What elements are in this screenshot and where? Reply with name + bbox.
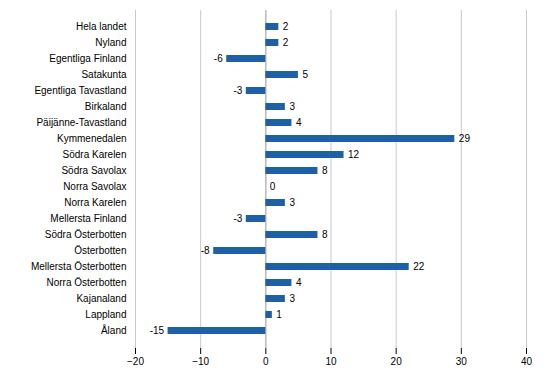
svg-text:30: 30 — [456, 356, 468, 367]
svg-text:-3: -3 — [233, 213, 242, 224]
svg-text:4: 4 — [296, 277, 302, 288]
svg-text:-3: -3 — [233, 85, 242, 96]
svg-text:4: 4 — [296, 117, 302, 128]
svg-text:Egentliga Finland: Egentliga Finland — [49, 53, 126, 64]
svg-text:0: 0 — [263, 356, 269, 367]
svg-text:40: 40 — [521, 356, 533, 367]
svg-text:Södra Savolax: Södra Savolax — [61, 165, 126, 176]
svg-text:2: 2 — [283, 37, 289, 48]
svg-text:12: 12 — [348, 149, 360, 160]
svg-text:Hela landet: Hela landet — [76, 21, 127, 32]
svg-text:Mellersta Finland: Mellersta Finland — [50, 213, 126, 224]
svg-text:Kymmenedalen: Kymmenedalen — [57, 133, 126, 144]
svg-text:10: 10 — [325, 356, 337, 367]
svg-text:0: 0 — [270, 181, 276, 192]
svg-text:Birkaland: Birkaland — [85, 101, 127, 112]
svg-text:22: 22 — [413, 261, 425, 272]
svg-text:1: 1 — [276, 309, 282, 320]
svg-text:Nyland: Nyland — [95, 37, 126, 48]
svg-text:Österbotten: Österbotten — [74, 245, 126, 256]
svg-text:Päijänne-Tavastland: Päijänne-Tavastland — [36, 117, 126, 128]
svg-text:-8: -8 — [201, 245, 210, 256]
svg-text:3: 3 — [289, 101, 295, 112]
svg-text:Norra Karelen: Norra Karelen — [64, 197, 126, 208]
svg-text:Kajanaland: Kajanaland — [76, 293, 126, 304]
svg-text:29: 29 — [459, 133, 471, 144]
svg-text:3: 3 — [289, 293, 295, 304]
svg-text:Åland: Åland — [101, 324, 127, 336]
svg-text:-15: -15 — [150, 325, 165, 336]
svg-text:20: 20 — [391, 356, 403, 367]
svg-text:Södra Karelen: Södra Karelen — [63, 149, 127, 160]
svg-text:−10: −10 — [192, 356, 209, 367]
svg-text:Norra Savolax: Norra Savolax — [63, 181, 126, 192]
svg-text:8: 8 — [322, 229, 328, 240]
svg-text:Södra Österbotten: Södra Österbotten — [45, 229, 127, 240]
svg-text:Egentliga Tavastland: Egentliga Tavastland — [34, 85, 126, 96]
svg-text:Norra Österbotten: Norra Österbotten — [46, 277, 126, 288]
svg-text:2: 2 — [283, 21, 289, 32]
svg-text:−20: −20 — [127, 356, 144, 367]
svg-text:5: 5 — [302, 69, 308, 80]
svg-text:3: 3 — [289, 197, 295, 208]
svg-text:8: 8 — [322, 165, 328, 176]
svg-text:Lappland: Lappland — [85, 309, 126, 320]
svg-text:-6: -6 — [214, 53, 223, 64]
svg-text:Satakunta: Satakunta — [81, 69, 126, 80]
svg-text:Mellersta Österbotten: Mellersta Österbotten — [31, 261, 127, 272]
